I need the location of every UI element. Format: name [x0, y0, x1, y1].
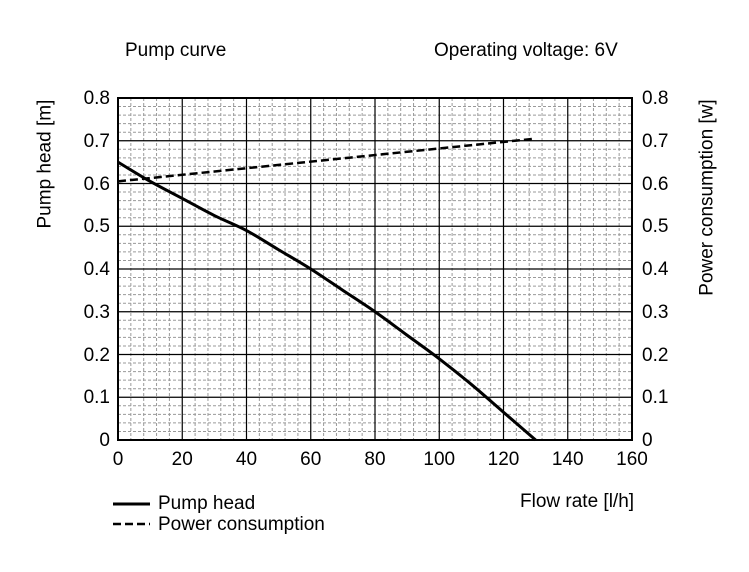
y2-axis-label: Power consumption [w] [696, 99, 718, 296]
chart-title-left: Pump curve [125, 40, 227, 61]
y-axis-label: Pump head [m] [34, 99, 56, 229]
x-axis-label: Flow rate [l/h] [520, 491, 635, 512]
x-tick-label: 20 [171, 449, 193, 470]
legend [113, 502, 150, 526]
y-tick-label: 0.7 [83, 130, 110, 152]
series-layer [117, 137, 537, 442]
y-tick-label: 0.1 [83, 387, 110, 409]
major-grid [118, 98, 632, 440]
x-tick-label: 100 [423, 449, 456, 470]
x-tick-label: 0 [112, 449, 124, 470]
y2-tick-label: 0.8 [642, 88, 669, 109]
y2-tick-label: 0.3 [642, 301, 669, 323]
x-tick-label: 40 [235, 449, 258, 470]
x-tick-label: 160 [616, 449, 648, 470]
chart-title-right: Operating voltage: 6V [434, 40, 618, 61]
legend-label-pump-head: Pump head [158, 493, 256, 514]
y-tick-label: 0 [99, 430, 110, 451]
x-tick-label: 120 [487, 449, 520, 470]
x-tick-label: 60 [300, 449, 322, 470]
y2-tick-label: 0.4 [642, 259, 669, 280]
y-tick-label: 0.3 [83, 301, 110, 323]
y2-tick-label: 0.7 [642, 130, 669, 152]
legend-label-power-consumption: Power consumption [158, 514, 325, 535]
plot-frame [117, 97, 633, 441]
y2-tick-label: 0.6 [642, 173, 669, 195]
y2-tick-label: 0 [642, 430, 653, 451]
x-tick-label: 140 [551, 449, 584, 470]
y-tick-label: 0.5 [83, 216, 110, 238]
y2-tick-label: 0.5 [642, 216, 669, 238]
y-tick-label: 0.6 [83, 173, 110, 195]
series-line-pump-head [117, 160, 537, 442]
series-line-power-consumption [117, 137, 536, 183]
y2-tick-label: 0.2 [642, 344, 669, 366]
y2-tick-label: 0.1 [642, 387, 669, 409]
y-tick-label: 0.2 [83, 344, 110, 366]
y-tick-label: 0.4 [83, 259, 110, 280]
x-tick-label: 80 [364, 449, 386, 470]
y-tick-label: 0.8 [83, 88, 110, 109]
